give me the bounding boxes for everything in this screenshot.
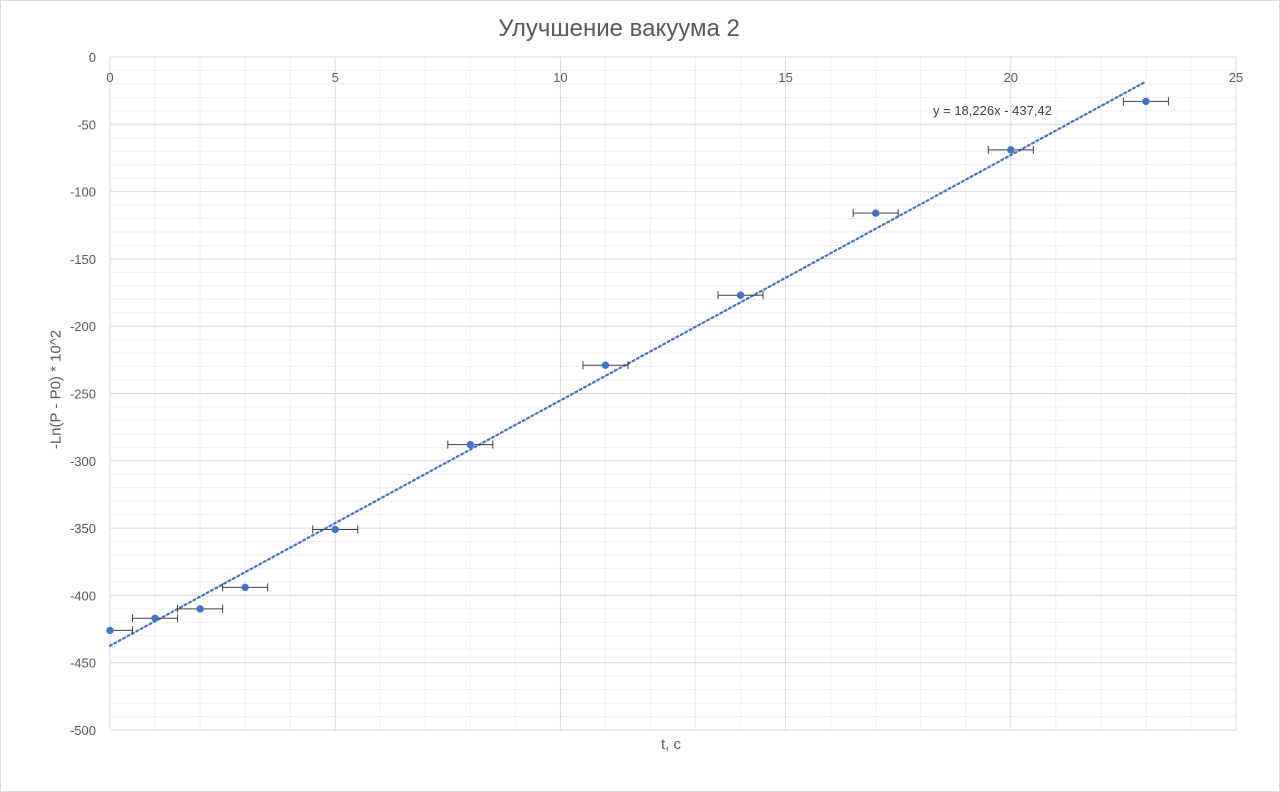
data-point <box>601 361 610 369</box>
data-point <box>1007 146 1015 154</box>
y-tick-label: -100 <box>70 185 96 200</box>
data-point <box>106 626 114 635</box>
y-tick-label: -200 <box>70 319 96 334</box>
data-point <box>466 440 475 449</box>
y-axis-title: -Ln(P - P0) * 10^2 <box>47 329 65 450</box>
x-tick-label: 15 <box>778 70 792 85</box>
data-point <box>241 583 249 592</box>
x-tick-label: 20 <box>1004 70 1018 85</box>
x-axis-title: t, c <box>660 736 681 753</box>
data-point <box>871 209 880 217</box>
y-tick-label: -150 <box>70 252 96 267</box>
y-tick-label: -450 <box>70 656 96 671</box>
trendline-equation: y = 18,226x - 437,42 <box>933 103 1052 118</box>
data-point <box>1142 97 1150 106</box>
chart-title: Улучшение вакуума 2 <box>498 15 740 42</box>
x-tick-label: 5 <box>332 70 339 85</box>
y-tick-label: -350 <box>70 521 96 536</box>
y-tick-label: -50 <box>77 117 96 132</box>
data-point <box>151 614 159 622</box>
x-tick-label: 0 <box>106 70 113 85</box>
data-point <box>736 291 745 299</box>
y-tick-label: -400 <box>70 588 96 603</box>
data-point <box>331 525 339 534</box>
x-tick-label: 10 <box>553 70 567 85</box>
y-tick-label: -500 <box>70 723 96 738</box>
data-point <box>196 605 204 613</box>
x-tick-label: 25 <box>1229 70 1243 85</box>
y-tick-label: 0 <box>89 50 96 65</box>
y-tick-label: -300 <box>70 454 96 469</box>
y-tick-label: -250 <box>70 387 96 402</box>
